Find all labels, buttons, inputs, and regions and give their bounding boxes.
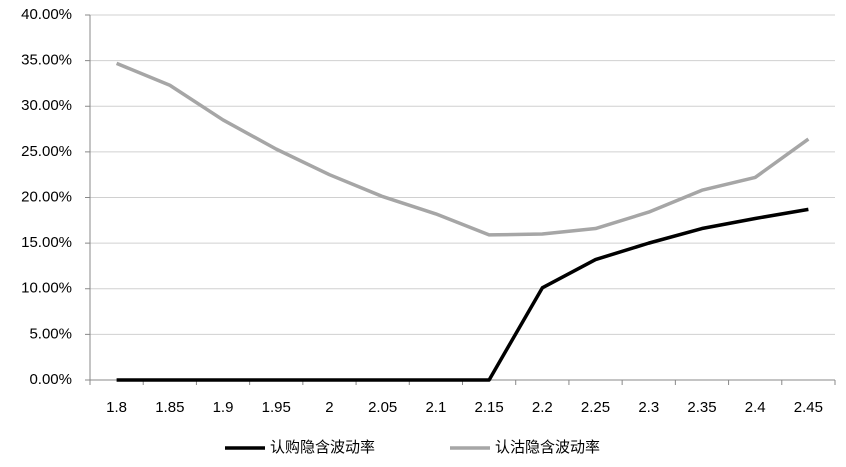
y-tick-label: 10.00%: [21, 280, 72, 297]
x-tick-label: 1.9: [213, 399, 234, 416]
x-tick-label: 2.4: [745, 399, 766, 416]
y-tick-label: 40.00%: [21, 6, 72, 23]
x-tick-label: 2.1: [425, 399, 446, 416]
legend-label: 认沽隐含波动率: [495, 439, 600, 456]
legend-label: 认购隐含波动率: [270, 439, 375, 456]
x-tick-label: 2.35: [687, 399, 716, 416]
y-tick-label: 25.00%: [21, 143, 72, 160]
y-tick-label: 15.00%: [21, 234, 72, 251]
x-tick-label: 1.95: [262, 399, 291, 416]
x-tick-label: 2.45: [794, 399, 823, 416]
y-tick-label: 20.00%: [21, 188, 72, 205]
series-line: [116, 207, 809, 382]
x-tick-label: 1.8: [106, 399, 127, 416]
y-tick-label: 35.00%: [21, 52, 72, 69]
y-tick-label: 5.00%: [29, 325, 72, 342]
x-tick-label: 2.05: [368, 399, 397, 416]
x-tick-label: 2.25: [581, 399, 610, 416]
x-tick-label: 2.3: [638, 399, 659, 416]
x-tick-label: 2: [325, 399, 333, 416]
series-line: [115, 61, 810, 237]
x-tick-label: 2.2: [532, 399, 553, 416]
x-tick-label: 1.85: [155, 399, 184, 416]
y-tick-label: 0.00%: [29, 371, 72, 388]
x-tick-label: 2.15: [475, 399, 504, 416]
y-tick-label: 30.00%: [21, 97, 72, 114]
